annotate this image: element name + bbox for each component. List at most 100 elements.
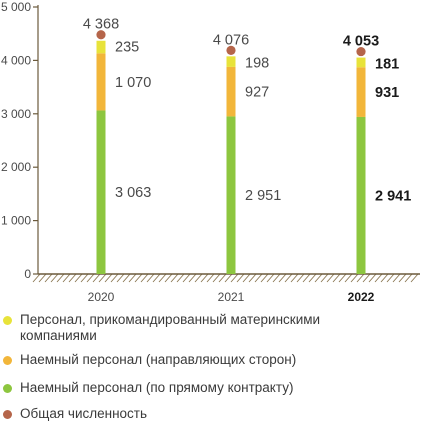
ground-hatch-line [254,273,263,283]
ground-hatch-line [86,273,95,283]
bar-segment-contractors-2020 [96,53,106,111]
data-label-contractors-2021: 927 [245,85,269,101]
bar-segment-direct-2021 [226,116,236,275]
data-label-seconded-2020: 235 [115,40,139,56]
ground-hatch-line [302,273,311,283]
ground-hatch-line [260,273,269,283]
data-label-direct-2022: 2 941 [375,188,411,204]
ground-hatch-line [44,273,53,283]
ground-hatch-line [296,273,305,283]
total-label-2020: 4 368 [83,17,119,33]
bar-segment-direct-2022 [356,116,366,275]
ground-hatch-line [128,273,137,283]
ground-hatch-line [104,273,113,283]
data-label-contractors-2020: 1 070 [115,75,151,91]
ground-hatch-line [164,273,173,283]
ground-hatch-line [398,273,407,283]
ground-hatch-line [314,273,323,283]
ground-hatch-line [116,273,125,283]
total-label-2021: 4 076 [213,32,249,48]
bar-segment-seconded-2020 [96,40,106,54]
legend-label-seconded-line-2: компаниями [20,328,97,343]
ground-hatch-line [200,273,209,283]
total-label-2022: 4 053 [343,34,379,50]
ground-hatch-line [362,273,371,283]
ground-hatch-line [368,273,377,283]
data-label-contractors-2022: 931 [375,85,399,101]
ground-hatch-line [68,273,77,283]
ground-hatch-line [80,273,89,283]
ground-hatch-line [224,273,233,283]
ground-hatch-line [236,273,245,283]
total-marker-2022 [356,46,366,57]
legend-label-seconded-line-1: Персонал, прикомандированный материнским… [20,312,321,327]
ground-hatch-line [110,273,119,283]
legend-label-total: Общая численность [20,406,148,421]
ground-hatch-line [326,273,335,283]
total-marker-2021 [226,45,236,55]
legend-marker-total [3,410,12,419]
ground-hatch-line [248,273,257,283]
ground-hatch-line [152,273,161,283]
ground-hatch-line [38,273,47,283]
legend-marker-direct [3,384,12,393]
ground-hatch-line [410,273,419,283]
ground-hatch-line [182,273,191,283]
x-tick-label-2020: 2020 [88,290,115,304]
y-tick-label-5: 5 000 [1,0,31,14]
bar-segment-seconded-2022 [356,57,366,68]
data-label-direct-2020: 3 063 [115,185,151,201]
ground-hatch-line [374,273,383,283]
total-marker-2020 [96,30,106,40]
y-tick-label-1: 1 000 [1,214,31,228]
ground-hatch-line [176,273,185,283]
ground-hatch-line [56,273,65,283]
ground-hatch-line [350,273,359,283]
ground-hatch-line [284,273,293,283]
legend-marker-contractors [3,356,12,365]
ground-hatch-line [320,273,329,283]
ground-hatch-line [188,273,197,283]
bar-segment-direct-2020 [96,110,106,275]
ground-hatch-line [230,273,239,283]
ground-hatch-line [344,273,353,283]
ground-hatch-line [32,273,41,283]
ground-hatch-line [206,273,215,283]
legend-label-contractors: Наемный персонал (направляющих сторон) [20,352,297,367]
bar-segment-seconded-2021 [226,56,236,67]
x-tick-label-2021: 2021 [218,290,245,304]
data-label-seconded-2021: 198 [245,55,269,71]
ground-hatch-line [242,273,251,283]
ground-hatch-line [278,273,287,283]
ground-hatch-line [266,273,275,283]
ground-hatch-line [122,273,131,283]
bar-segment-contractors-2021 [226,66,236,117]
ground-hatch-line [356,273,365,283]
ground-hatch-line [272,273,281,283]
legend-label-seconded: Персонал, прикомандированный материнским… [20,312,320,344]
ground-hatch-line [170,273,179,283]
ground-hatch-line [146,273,155,283]
ground-hatch-line [218,273,227,283]
ground-hatch-line [290,273,299,283]
bar-segment-contractors-2022 [356,67,366,117]
ground-hatch-line [404,273,413,283]
ground-hatch-line [194,273,203,283]
data-label-seconded-2022: 181 [375,57,399,73]
y-tick-label-0: 0 [24,267,31,281]
legend-marker-seconded [3,316,12,325]
ground-hatch-line [92,273,101,283]
y-tick-label-2: 2 000 [1,160,31,174]
ground-hatch-line [332,273,341,283]
ground-hatch-line [74,273,83,283]
ground-hatch-line [134,273,143,283]
x-tick-label-2022: 2022 [348,290,375,304]
ground-hatch-line [386,273,395,283]
ground-hatch-line [62,273,71,283]
ground-hatch-line [140,273,149,283]
ground-hatch-line [392,273,401,283]
ground-hatch-line [98,273,107,283]
ground-hatch-line [50,273,59,283]
y-tick-label-4: 4 000 [1,53,31,67]
